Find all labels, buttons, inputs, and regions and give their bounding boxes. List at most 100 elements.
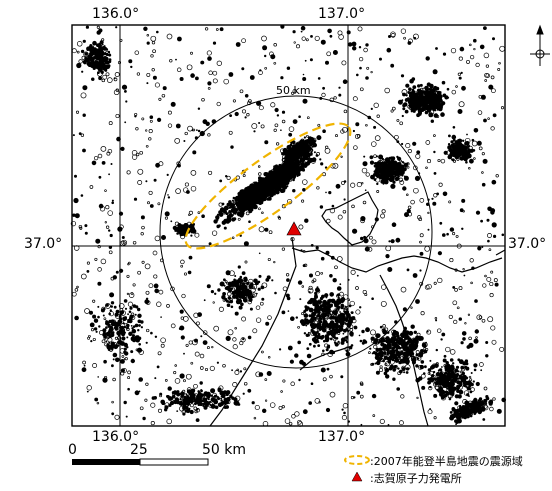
epicenter-dot [422,372,426,375]
epicenter-dot [158,161,164,167]
epicenter-dot [208,242,212,246]
epicenter-dot [268,230,273,235]
epicenter-dot [386,338,390,342]
epicenter-dot [288,421,293,426]
epicenter-dot [470,281,473,285]
epicenter-dot [237,207,244,213]
epicenter-dot [407,41,412,45]
epicenter-dot [322,349,325,353]
epicenter-dot [491,222,497,228]
epicenter-dot [174,138,181,144]
epicenter-dot [360,216,366,222]
epicenter-dot [432,201,437,206]
epicenter-dot [477,246,482,251]
epicenter-dot [403,371,406,374]
epicenter-dot [104,50,111,57]
epicenter-dot [376,163,382,168]
epicenter-dot [313,151,316,154]
epicenter-dot [342,79,348,84]
epicenter-dot [261,211,264,215]
epicenter-dot [352,46,357,51]
epicenter-dot [123,400,127,405]
epicenter-dot [338,324,341,328]
epicenter-dot [164,211,170,217]
epicenter-dot [338,34,344,40]
epicenter-dot [401,114,404,118]
epicenter-dot [212,70,218,76]
epicenter-dot [316,313,321,319]
epicenter-dot [425,140,431,145]
epicenter-dot [219,27,224,32]
epicenter-dot [379,160,381,162]
epicenter-dot [380,300,387,307]
epicenter-dot [276,178,279,182]
epicenter-dot [287,159,291,163]
epicenter-dot [179,309,184,314]
epicenter-dot [297,280,303,285]
epicenter-dot [425,341,427,344]
epicenter-dot [271,179,275,183]
epicenter-dot [264,66,268,70]
epicenter-dot [106,77,113,83]
epicenter-dot [387,164,391,169]
epicenter-dot [303,310,307,313]
epicenter-dot [401,161,404,164]
epicenter-dot [187,224,193,230]
epicenter-dot [344,328,349,332]
epicenter-dot [384,361,391,367]
epicenter-dot [388,357,391,360]
epicenter-dot [153,274,158,279]
epicenter-dot [451,158,454,161]
epicenter-dot [342,126,348,133]
epicenter-dot [400,74,405,78]
epicenter-dot [132,240,137,245]
epicenter-dot [201,97,205,102]
epicenter-dot [268,189,275,195]
epicenter-dot [317,341,320,343]
epicenter-dot [386,348,390,352]
epicenter-dot [489,406,494,412]
epicenter-dot [303,332,307,335]
epicenter-dot [145,297,149,300]
epicenter-dot [318,307,322,311]
epicenter-dot [80,133,85,137]
epicenter-dot [487,233,492,238]
epicenter-dot [424,245,431,252]
epicenter-dot [316,322,322,328]
epicenter-dot [415,95,419,99]
epicenter-dot [244,198,250,204]
epicenter-dot [452,362,455,365]
epicenter-dot [251,401,255,405]
epicenter-dot [421,385,426,390]
epicenter-dot [410,199,415,205]
epicenter-dot [134,112,138,117]
epicenter-dot [402,307,407,312]
epicenter-dot [215,215,220,220]
epicenter-dot [232,337,237,342]
epicenter-dot [310,314,314,318]
epicenter-dot [120,368,125,373]
epicenter-dot [353,396,356,399]
epicenter-dot [452,159,457,163]
epicenter-dot [102,74,108,80]
epicenter-dot [248,209,253,214]
epicenter-dot [324,147,331,154]
epicenter-dot [170,220,173,223]
epicenter-dot [457,72,462,76]
epicenter-dot [461,144,464,147]
epicenter-dot [199,381,203,385]
epicenter-dot [293,41,296,44]
epicenter-dot [393,365,397,369]
epicenter-dot [265,181,268,184]
epicenter-dot [427,377,431,381]
epicenter-dot [279,348,282,351]
epicenter-dot [200,335,203,338]
epicenter-dot [463,156,468,162]
epicenter-dot [451,407,456,411]
epicenter-dot [464,153,471,160]
epicenter-dot [84,52,88,56]
epicenter-dot [458,76,462,80]
epicenter-dot [282,158,286,162]
epicenter-dot [152,250,158,256]
epicenter-dot [351,204,355,209]
